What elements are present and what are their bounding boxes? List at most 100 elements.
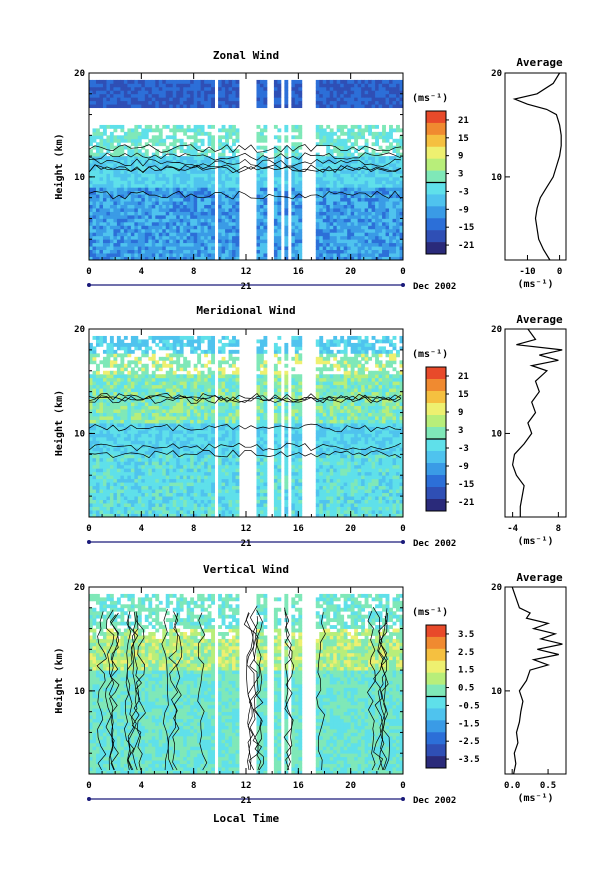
- heatmap-cell: [179, 218, 184, 223]
- heatmap-cell: [273, 457, 278, 462]
- heatmap-cell: [333, 454, 338, 459]
- heatmap-cell: [326, 142, 331, 147]
- heatmap-cell: [382, 100, 386, 105]
- heatmap-cell: [148, 475, 153, 480]
- heatmap-cell: [263, 513, 268, 518]
- heatmap-cell: [298, 194, 303, 199]
- heatmap-cell: [172, 246, 177, 251]
- heatmap-cell: [92, 510, 97, 514]
- heatmap-cell: [347, 253, 352, 257]
- heatmap-cell: [382, 159, 386, 164]
- heatmap-cell: [389, 183, 393, 188]
- heatmap-cell: [273, 90, 278, 95]
- heatmap-cell: [256, 83, 261, 88]
- heatmap-cell: [340, 100, 345, 105]
- heatmap-cell: [322, 228, 327, 233]
- heatmap-cell: [109, 211, 114, 216]
- heatmap-cell: [200, 225, 205, 230]
- heatmap-cell: [113, 208, 118, 212]
- heatmap-cell: [333, 97, 338, 102]
- heatmap-cell: [389, 461, 393, 466]
- heatmap-cell: [172, 468, 177, 473]
- heatmap-cell: [336, 253, 341, 257]
- heatmap-cell: [354, 149, 359, 154]
- heatmap-cell: [113, 506, 118, 511]
- heatmap-cell: [127, 204, 132, 209]
- heatmap-cell: [162, 190, 167, 195]
- heatmap-cell: [329, 197, 334, 202]
- heatmap-cell: [151, 485, 156, 490]
- heatmap-cell: [273, 464, 278, 469]
- heatmap-cell: [347, 86, 352, 91]
- heatmap-cell: [179, 513, 184, 518]
- heatmap-cell: [371, 152, 376, 157]
- heatmap-cell: [137, 187, 142, 192]
- colorbar-segment: [426, 134, 446, 148]
- heatmap-cell: [190, 142, 195, 147]
- heatmap-cell: [336, 450, 341, 455]
- heatmap-cell: [102, 163, 107, 167]
- heatmap-cells: [89, 335, 404, 518]
- heatmap-cell: [336, 104, 341, 109]
- heatmap-cell: [123, 228, 128, 233]
- heatmap-cell: [259, 152, 264, 157]
- heatmap-cell: [294, 218, 299, 223]
- heatmap-cell: [392, 187, 397, 192]
- heatmap-cell: [165, 246, 170, 251]
- heatmap-cell: [326, 464, 331, 469]
- heatmap-cell: [127, 496, 132, 500]
- heatmap-cell: [207, 475, 212, 480]
- heatmap-cell: [371, 124, 376, 129]
- heatmap-cell: [141, 93, 146, 98]
- heatmap-cell: [232, 90, 236, 95]
- heatmap-cell: [193, 169, 198, 174]
- heatmap-cell: [375, 228, 379, 233]
- heatmap-cell: [186, 149, 191, 154]
- colorbar-segment: [426, 182, 446, 195]
- heatmap-cell: [102, 197, 107, 202]
- heatmap-cell: [298, 496, 303, 500]
- heatmap-cell: [172, 253, 177, 257]
- heatmap-cell: [120, 149, 125, 154]
- heatmap-cell: [340, 156, 345, 160]
- heatmap-cell: [148, 499, 153, 504]
- heatmap-cell: [357, 152, 362, 157]
- heatmap-cell: [396, 503, 400, 507]
- heatmap-cell: [92, 204, 97, 209]
- heatmap-cell: [109, 447, 114, 452]
- heatmap-cell: [197, 169, 202, 174]
- heatmap-cell: [113, 204, 118, 209]
- heatmap-cell: [315, 201, 320, 205]
- heatmap-cell: [389, 454, 393, 459]
- heatmap-cell: [137, 86, 142, 91]
- heatmap-cell: [134, 197, 139, 202]
- heatmap-cell: [172, 221, 177, 226]
- heatmap-cell: [259, 221, 264, 226]
- heatmap-cell: [218, 503, 222, 507]
- heatmap-cell: [399, 169, 404, 174]
- heatmap-cell: [176, 97, 181, 102]
- heatmap-cell: [102, 86, 107, 91]
- heatmap-cell: [232, 471, 236, 476]
- heatmap-cell: [361, 86, 366, 91]
- heatmap-cell: [291, 197, 296, 202]
- heatmap-cell: [204, 104, 209, 109]
- heatmap-cell: [256, 201, 261, 205]
- heatmap-cell: [319, 249, 324, 254]
- heatmap-cell: [368, 187, 372, 192]
- heatmap-cell: [190, 97, 195, 102]
- heatmap-cell: [284, 204, 289, 209]
- heatmap-cell: [106, 450, 111, 455]
- heatmap-cell: [228, 485, 233, 490]
- heatmap-cell: [256, 183, 261, 188]
- heatmap-cell: [179, 461, 184, 466]
- heatmap-cell: [361, 253, 366, 257]
- heatmap-cell: [225, 239, 229, 244]
- heatmap-cell: [162, 169, 167, 174]
- heatmap-cell: [176, 169, 181, 174]
- heatmap-cell: [162, 180, 167, 185]
- heatmap-cell: [277, 482, 282, 487]
- heatmap-cell: [319, 93, 324, 98]
- heatmap-cell: [148, 478, 153, 483]
- heatmap-cell: [211, 256, 215, 261]
